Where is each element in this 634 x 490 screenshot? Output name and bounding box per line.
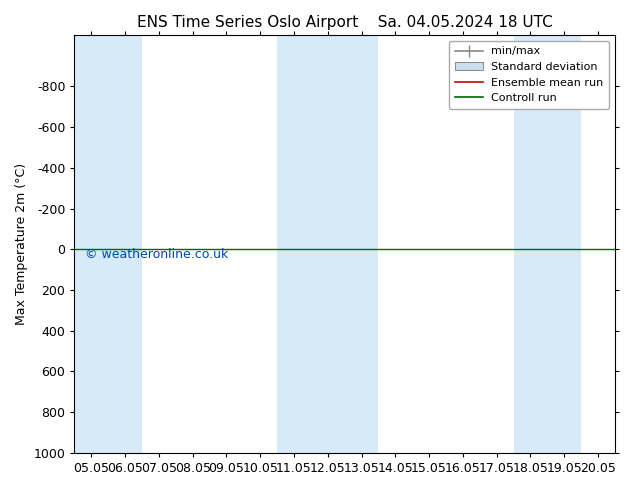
Bar bbox=[345, 35, 378, 453]
Bar bbox=[547, 35, 581, 453]
Bar bbox=[514, 35, 547, 453]
Bar bbox=[74, 35, 108, 453]
Bar bbox=[277, 35, 311, 453]
Bar bbox=[311, 35, 345, 453]
Title: ENS Time Series Oslo Airport    Sa. 04.05.2024 18 UTC: ENS Time Series Oslo Airport Sa. 04.05.2… bbox=[137, 15, 552, 30]
Y-axis label: Max Temperature 2m (°C): Max Temperature 2m (°C) bbox=[15, 163, 28, 325]
Text: © weatheronline.co.uk: © weatheronline.co.uk bbox=[85, 248, 228, 261]
Bar bbox=[108, 35, 142, 453]
Legend: min/max, Standard deviation, Ensemble mean run, Controll run: min/max, Standard deviation, Ensemble me… bbox=[450, 41, 609, 109]
